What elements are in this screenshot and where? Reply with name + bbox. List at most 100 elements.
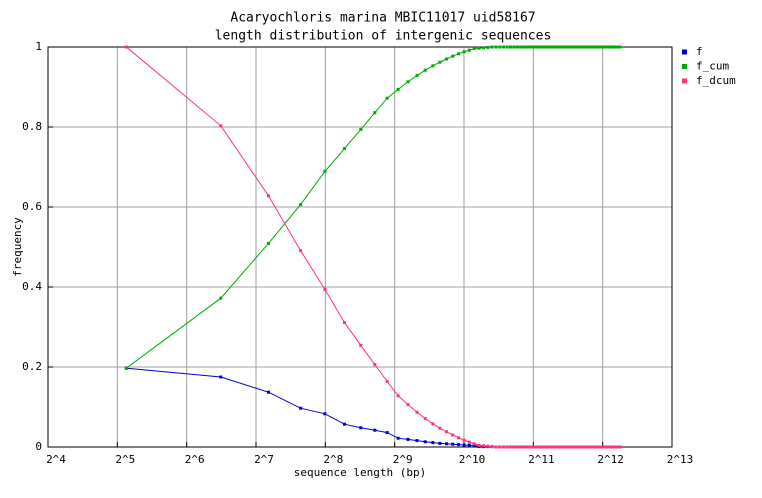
point [342, 422, 346, 426]
point [477, 443, 481, 447]
point [423, 417, 427, 421]
point [124, 366, 128, 370]
point [423, 68, 427, 72]
point [431, 422, 435, 426]
point [445, 442, 449, 446]
point [373, 428, 377, 432]
point [438, 426, 442, 430]
point [438, 441, 442, 445]
point [472, 443, 476, 447]
point [575, 445, 579, 449]
point [585, 45, 589, 49]
point [396, 394, 400, 398]
point [538, 445, 542, 449]
point [486, 444, 490, 448]
point [373, 363, 377, 367]
point [299, 203, 303, 207]
legend-label: f_cum [696, 60, 729, 73]
point [549, 445, 553, 449]
point [359, 127, 363, 131]
point [266, 194, 270, 198]
point [527, 445, 531, 449]
x-tick-label: 2^12 [597, 453, 624, 466]
point [124, 45, 128, 49]
point [560, 445, 564, 449]
point [482, 444, 486, 448]
x-tick-label: 2^8 [323, 453, 343, 466]
point [486, 45, 490, 49]
point [586, 45, 590, 49]
point [583, 445, 587, 449]
point [580, 45, 584, 49]
point [431, 441, 435, 445]
point [586, 445, 590, 449]
point [462, 50, 466, 54]
point [396, 436, 400, 440]
point [564, 45, 568, 49]
x-tick-label: 2^9 [393, 453, 413, 466]
point [570, 445, 574, 449]
point [568, 445, 572, 449]
point [342, 147, 346, 151]
point [578, 45, 582, 49]
point [498, 45, 502, 49]
point [406, 437, 410, 441]
point [323, 169, 327, 173]
point [618, 445, 622, 449]
point [385, 379, 389, 383]
point [532, 445, 536, 449]
legend-marker [682, 49, 687, 55]
y-tick-label: 0.6 [22, 200, 42, 213]
point [571, 445, 575, 449]
legend-marker [682, 78, 687, 84]
point [423, 440, 427, 444]
point [562, 45, 566, 49]
point [415, 439, 419, 443]
point [580, 445, 584, 449]
point [385, 431, 389, 435]
point [545, 445, 549, 449]
point [505, 45, 509, 49]
point [585, 445, 589, 449]
series-line [126, 367, 621, 448]
point [467, 48, 471, 52]
point [498, 445, 502, 449]
point [505, 445, 509, 449]
point [406, 80, 410, 84]
point [482, 46, 486, 50]
legend-marker [682, 64, 687, 69]
point [431, 64, 435, 68]
point [508, 445, 512, 449]
point [588, 445, 592, 449]
point [359, 426, 363, 430]
point [299, 406, 303, 410]
series-line [126, 46, 621, 369]
point [583, 45, 587, 49]
chart-subtitle: length distribution of intergenic sequen… [215, 29, 552, 44]
point [515, 445, 519, 449]
point [502, 45, 506, 49]
point [518, 445, 522, 449]
x-tick-label: 2^10 [459, 453, 486, 466]
point [445, 430, 449, 434]
point [451, 54, 455, 58]
point [342, 321, 346, 325]
point [266, 390, 270, 394]
point [582, 445, 586, 449]
point [568, 45, 572, 49]
point [564, 445, 568, 449]
point [266, 241, 270, 245]
point [535, 45, 539, 49]
point [406, 403, 410, 407]
point [518, 45, 522, 49]
point [415, 73, 419, 77]
point [490, 45, 494, 49]
point [323, 412, 327, 416]
chart-title: Acaryochloris marina MBIC11017 uid58167 [230, 11, 535, 26]
x-tick-label: 2^4 [46, 453, 66, 466]
point [549, 45, 553, 49]
point [515, 45, 519, 49]
point [530, 45, 534, 49]
point [219, 124, 223, 128]
point [462, 443, 466, 447]
